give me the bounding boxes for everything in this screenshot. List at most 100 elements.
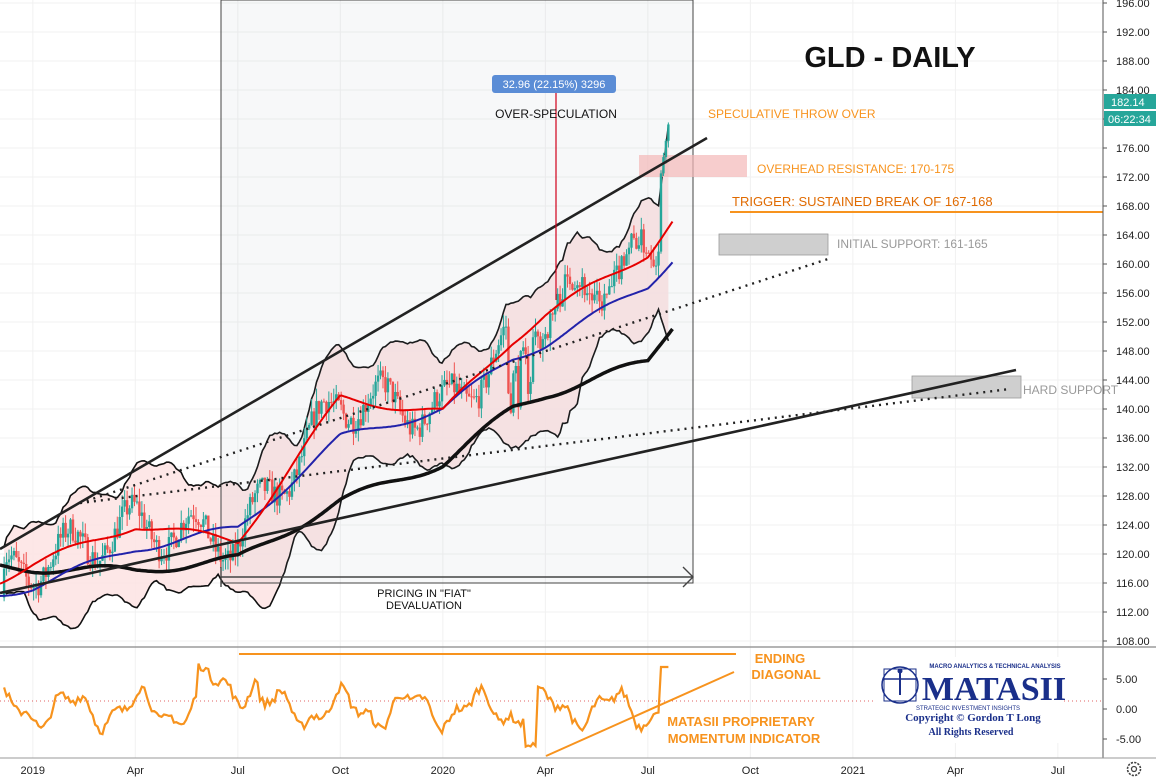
overhead-resistance-label: OVERHEAD RESISTANCE: 170-175 xyxy=(757,162,955,176)
gear-inner[interactable] xyxy=(1130,765,1138,773)
candle-body xyxy=(662,157,665,174)
candle-body xyxy=(204,515,208,520)
momentum-axis-ticks: 5.00 0.00 -5.00 xyxy=(1103,674,1141,746)
candle-body xyxy=(7,559,11,563)
candle-body xyxy=(389,378,392,382)
candle-body xyxy=(625,254,628,266)
candle-body xyxy=(394,391,397,403)
gear-outer[interactable] xyxy=(1126,761,1142,777)
logo-subline: STRATEGIC INVESTMENT INSIGHTS xyxy=(916,706,1020,712)
candle-body xyxy=(157,539,161,562)
candle-body xyxy=(600,301,604,311)
candle-body xyxy=(310,411,313,425)
candle-body xyxy=(531,337,535,382)
candle-body xyxy=(364,404,367,412)
upper-channel-line xyxy=(0,136,708,551)
momentum-indicator-line xyxy=(3,663,669,749)
candle-body xyxy=(271,479,274,503)
price-tick-label: 160.00 xyxy=(1116,259,1150,271)
candle-body xyxy=(258,479,262,484)
candle-body xyxy=(595,290,599,295)
candle-body xyxy=(453,373,456,393)
countdown-label: 06:22:34 xyxy=(1108,114,1151,126)
candle-body xyxy=(86,537,89,565)
candle-body xyxy=(2,568,6,598)
price-tick-label: 148.00 xyxy=(1116,346,1150,358)
measure-label: 32.96 (22.15%) 3296 xyxy=(503,79,606,91)
candle-body xyxy=(315,401,318,427)
logo-rights: All Rights Reserved xyxy=(929,727,1014,738)
price-tick-label: 120.00 xyxy=(1116,549,1150,561)
candle-body xyxy=(472,396,476,398)
candle-body xyxy=(123,500,126,507)
candle-body xyxy=(106,545,109,550)
candle-body xyxy=(187,516,190,524)
candle-body xyxy=(231,543,235,561)
candle-body xyxy=(305,428,308,439)
candle-body xyxy=(352,417,355,434)
candle-body xyxy=(627,247,631,255)
time-tick-label: Apr xyxy=(127,765,144,777)
price-tick-label: 140.00 xyxy=(1116,404,1150,416)
candle-body xyxy=(418,427,422,437)
candle-body xyxy=(526,354,530,394)
candle-body xyxy=(349,417,353,425)
candle-body xyxy=(133,494,136,502)
candle-body xyxy=(37,583,40,596)
candle-body xyxy=(659,173,663,252)
candle-body xyxy=(630,233,633,248)
candle-body xyxy=(440,385,444,402)
logo-name: MATASII xyxy=(922,671,1066,708)
pricing-arrow-head xyxy=(682,566,694,588)
candle-body xyxy=(108,549,112,554)
candle-body xyxy=(194,519,198,523)
momentum-tick-label: -5.00 xyxy=(1116,734,1141,746)
candle-body xyxy=(652,259,655,267)
candle-body xyxy=(140,512,144,516)
candle-body xyxy=(209,538,212,542)
price-tick-label: 172.00 xyxy=(1116,172,1150,184)
candle-body xyxy=(534,331,537,338)
time-tick-label: Jul xyxy=(1051,765,1065,777)
candle-body xyxy=(212,534,215,542)
candle-body xyxy=(576,285,579,289)
candle-body xyxy=(536,331,540,337)
logo-copyright: Copyright © Gordon T Long xyxy=(905,712,1041,724)
time-tick-label: 2020 xyxy=(431,765,455,777)
candle-body xyxy=(514,365,518,374)
candle-body xyxy=(502,326,505,336)
candle-body xyxy=(642,229,645,253)
candle-body xyxy=(66,533,70,538)
candle-body xyxy=(184,523,188,531)
candle-body xyxy=(113,528,117,552)
candle-body xyxy=(384,377,387,393)
hard-support-zone xyxy=(911,375,1022,399)
candle-body xyxy=(411,418,414,435)
measure-badge xyxy=(492,75,616,93)
candle-body xyxy=(145,526,148,529)
candle-body xyxy=(608,286,611,295)
price-tick-label: 168.00 xyxy=(1116,201,1150,213)
candle-body xyxy=(445,379,449,384)
candle-body xyxy=(152,539,156,543)
trigger-label: TRIGGER: SUSTAINED BREAK OF 167-168 xyxy=(732,194,993,209)
candle-body xyxy=(376,375,380,382)
candle-body xyxy=(649,253,653,260)
candle-body xyxy=(189,515,193,517)
candlesticks xyxy=(2,122,670,603)
candle-body xyxy=(312,411,316,427)
candle-body xyxy=(17,557,21,562)
candle-body xyxy=(69,519,72,534)
price-tick-label: 144.00 xyxy=(1116,375,1150,387)
candle-body xyxy=(421,414,424,437)
candle-body xyxy=(408,420,412,435)
candle-body xyxy=(362,404,365,426)
candle-body xyxy=(406,420,409,425)
settings-gear-icon[interactable] xyxy=(1126,761,1142,777)
candle-body xyxy=(610,286,613,288)
price-tick-label: 152.00 xyxy=(1116,317,1150,329)
candle-body xyxy=(54,555,57,560)
candle-body xyxy=(605,293,609,295)
candle-body xyxy=(130,494,134,509)
candle-body xyxy=(568,276,572,285)
